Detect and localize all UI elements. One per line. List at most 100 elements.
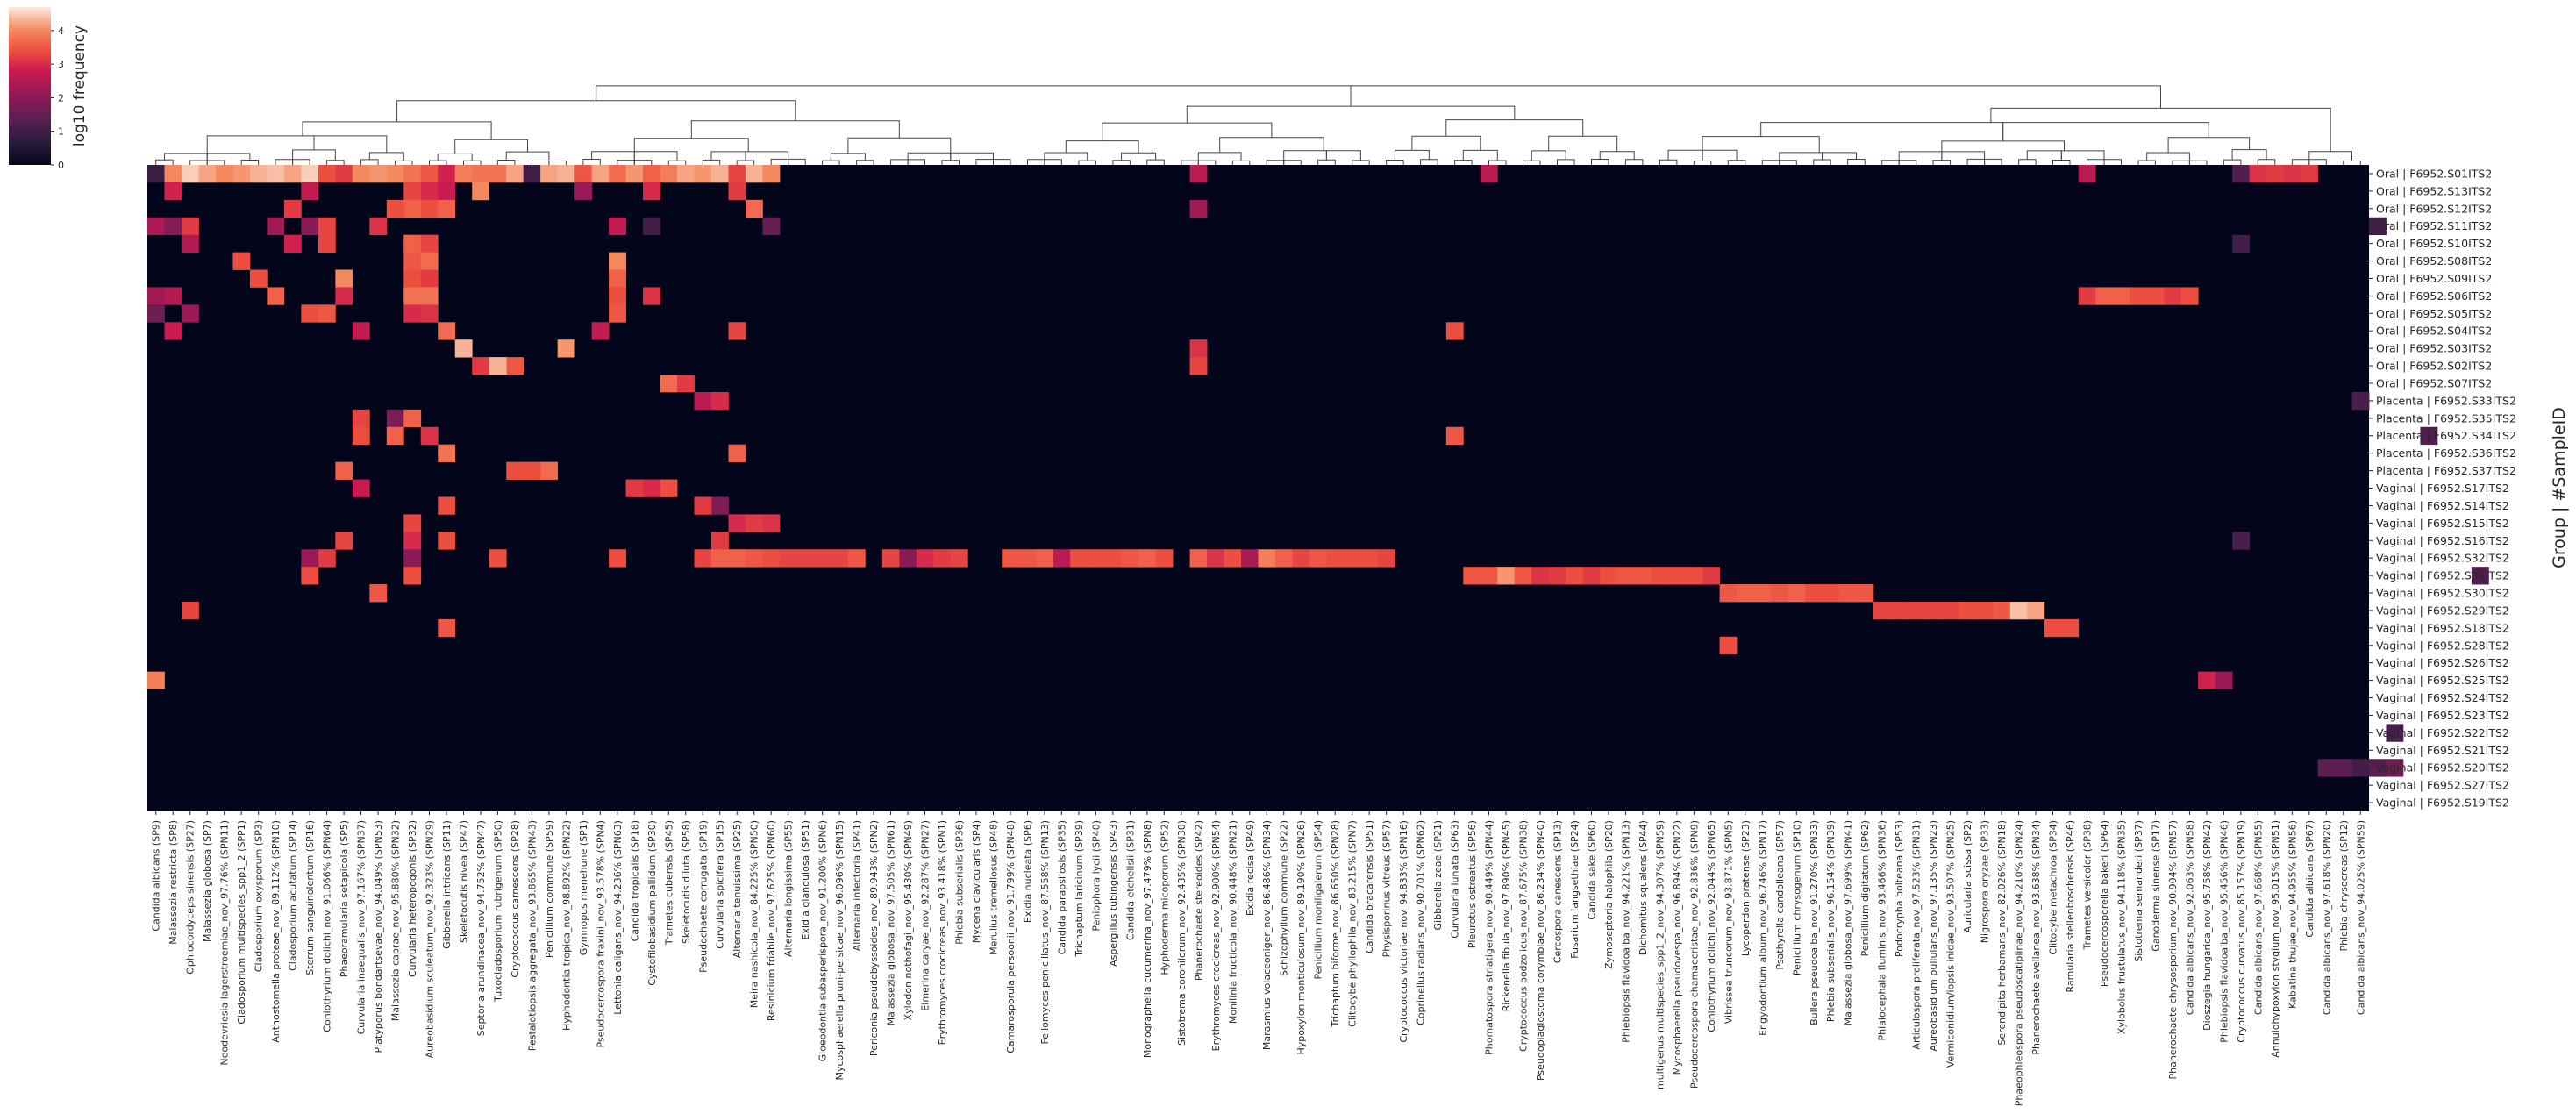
heatmap-cell <box>164 165 182 183</box>
dendrogram-branch <box>2026 150 2062 161</box>
heatmap-cell <box>762 514 781 532</box>
heatmap-cell <box>472 165 490 183</box>
heatmap-cell <box>283 165 302 183</box>
heatmap-cell <box>1326 549 1345 568</box>
heatmap-cell <box>403 409 422 428</box>
dendrogram-branch <box>1325 150 1361 161</box>
column-label: Pestalotiopsis aggregata_nov_93.865% (SP… <box>526 820 538 1051</box>
heatmap-cell <box>2351 759 2370 777</box>
column-label: Dichomitus squalens (SP44) <box>1638 820 1649 955</box>
heatmap-cell <box>386 165 404 183</box>
column-label: Mycena clavicularis (SP4) <box>971 820 982 943</box>
column-label: Merulius tremellosus (SP48) <box>988 820 999 955</box>
heatmap-cell <box>420 287 439 305</box>
heatmap-cell <box>335 165 353 183</box>
row-label: Oral | F6952.S03ITS2 <box>2376 342 2492 355</box>
column-label: Cryptococcus curvatus_nov_85.157% (SPN19… <box>2236 820 2247 1043</box>
heatmap-cell <box>728 444 746 463</box>
column-label: Malassezia globosa_nov_97.505% (SPN61) <box>886 820 897 1025</box>
column-label: Cladosporium oxysporum (SP3) <box>253 820 265 972</box>
column-label: Ophiocordyceps sinensis (SP27) <box>185 820 196 975</box>
dendrogram-branch <box>1847 159 1866 165</box>
heatmap-cell <box>831 549 849 568</box>
row-label: Oral | F6952.S04ITS2 <box>2376 325 2492 338</box>
heatmap-cell <box>1104 549 1123 568</box>
heatmap-cell <box>420 304 439 323</box>
dendrogram-branch <box>1283 160 1302 165</box>
heatmap-cell <box>403 199 422 218</box>
row-label: Vaginal | F6952.S24ITS2 <box>2376 691 2509 704</box>
heatmap-cell <box>1753 584 1772 603</box>
heatmap-cell <box>506 165 524 183</box>
heatmap-cell <box>1924 601 1943 620</box>
dendrogram-branch <box>1044 159 1062 165</box>
heatmap-cell <box>301 567 319 585</box>
heatmap-cell <box>386 426 404 446</box>
dendrogram-branch <box>1667 149 1703 161</box>
colorbar-gradient <box>9 7 51 165</box>
column-label: Exidia nucleata (SP6) <box>1022 820 1033 923</box>
heatmap-cell <box>164 182 182 201</box>
column-label: Alternaria longissima (SP55) <box>783 820 795 957</box>
column-labels: Candida albicans (SP9) Malassezia restric… <box>151 811 2366 1106</box>
column-label: Articulospora proliferata_nov_97.523% (S… <box>1911 820 1923 1050</box>
heatmap-cell <box>249 269 268 288</box>
heatmap-cell <box>454 339 473 358</box>
dendrogram-branch <box>1394 149 1430 161</box>
dendrogram-branch <box>596 85 1352 107</box>
column-label: Physisporinus vitreus (SP57) <box>1381 820 1393 957</box>
column-label: Erythromyces crocicreas_nov_93.418% (SPN… <box>937 820 948 1045</box>
dendrogram-branch <box>2018 159 2037 165</box>
column-label: Gloeodontia subasperispora_nov_91.200% (… <box>817 820 829 1061</box>
column-label: Xylodon nothofagi_nov_95.430% (SPN49) <box>903 820 914 1020</box>
column-label: Phlebiopsis flavidoalba_nov_94.221% (SPN… <box>1620 820 1631 1043</box>
heatmap-cell <box>1189 339 1208 358</box>
heatmap-cell <box>335 287 353 305</box>
dendrogram-branch <box>1146 159 1165 165</box>
column-label: Schizophyllum commune (SP22) <box>1279 820 1290 976</box>
heatmap-cell <box>1463 567 1481 585</box>
heatmap-cell <box>1155 549 1174 568</box>
heatmap-cell <box>813 549 831 568</box>
column-label: Gymnopus menehune (SP1) <box>578 820 589 955</box>
column-label: Exidia glandulosa (SP51) <box>800 820 811 939</box>
column-dendrogram <box>155 85 2361 165</box>
column-label: Trichaptum biforme_nov_86.650% (SPN28) <box>1330 820 1341 1027</box>
heatmap-cell <box>950 549 968 568</box>
heatmap-cell <box>694 165 712 183</box>
heatmap-cell <box>540 165 559 183</box>
heatmap-cell <box>267 217 285 236</box>
heatmap-cell <box>2232 234 2250 253</box>
heatmap-cell <box>403 304 422 323</box>
heatmap-cell <box>1822 584 1840 603</box>
heatmap-cell <box>762 165 781 183</box>
heatmap-cell <box>352 479 370 497</box>
heatmap-cell <box>386 409 404 428</box>
colorbar-tick-label: 1 <box>58 126 64 138</box>
heatmap-cell <box>420 234 439 253</box>
row-labels: Oral | F6952.S01ITS2 Oral | F6952.S13ITS2… <box>2369 167 2516 810</box>
heatmap-cell <box>438 322 456 340</box>
heatmap-cell <box>1788 584 1806 603</box>
heatmap-cell <box>1309 549 1327 568</box>
column-label: Annulohypoxylon stygium_nov_95.015% (SPN… <box>2270 820 2281 1058</box>
heatmap-cell <box>506 461 524 480</box>
column-label: Malassezia caprae_nov_95.880% (SPN32) <box>390 820 402 1021</box>
column-label: Engyodontium album_nov_96.746% (SPN17) <box>1757 820 1768 1036</box>
heatmap-cell <box>403 567 422 585</box>
colorbar-tick-label: 3 <box>58 59 64 70</box>
heatmap-cell <box>267 287 285 305</box>
heatmap-cell <box>1018 549 1037 568</box>
dendrogram-branch <box>1386 160 1404 165</box>
heatmap-cell <box>283 199 302 218</box>
dendrogram-branch <box>1121 152 1157 161</box>
column-label: Sterrum sanguinolentum (SP16) <box>304 820 316 975</box>
dendrogram-branch <box>2167 137 2251 153</box>
dendrogram-branch <box>1727 160 1746 165</box>
heatmap-cell <box>420 182 439 201</box>
dendrogram-branch <box>1898 160 1917 165</box>
heatmap-cell <box>1377 549 1395 568</box>
dendrogram-branch <box>437 153 473 161</box>
heatmap-cell <box>1224 549 1242 568</box>
heatmap-cell <box>1514 567 1532 585</box>
